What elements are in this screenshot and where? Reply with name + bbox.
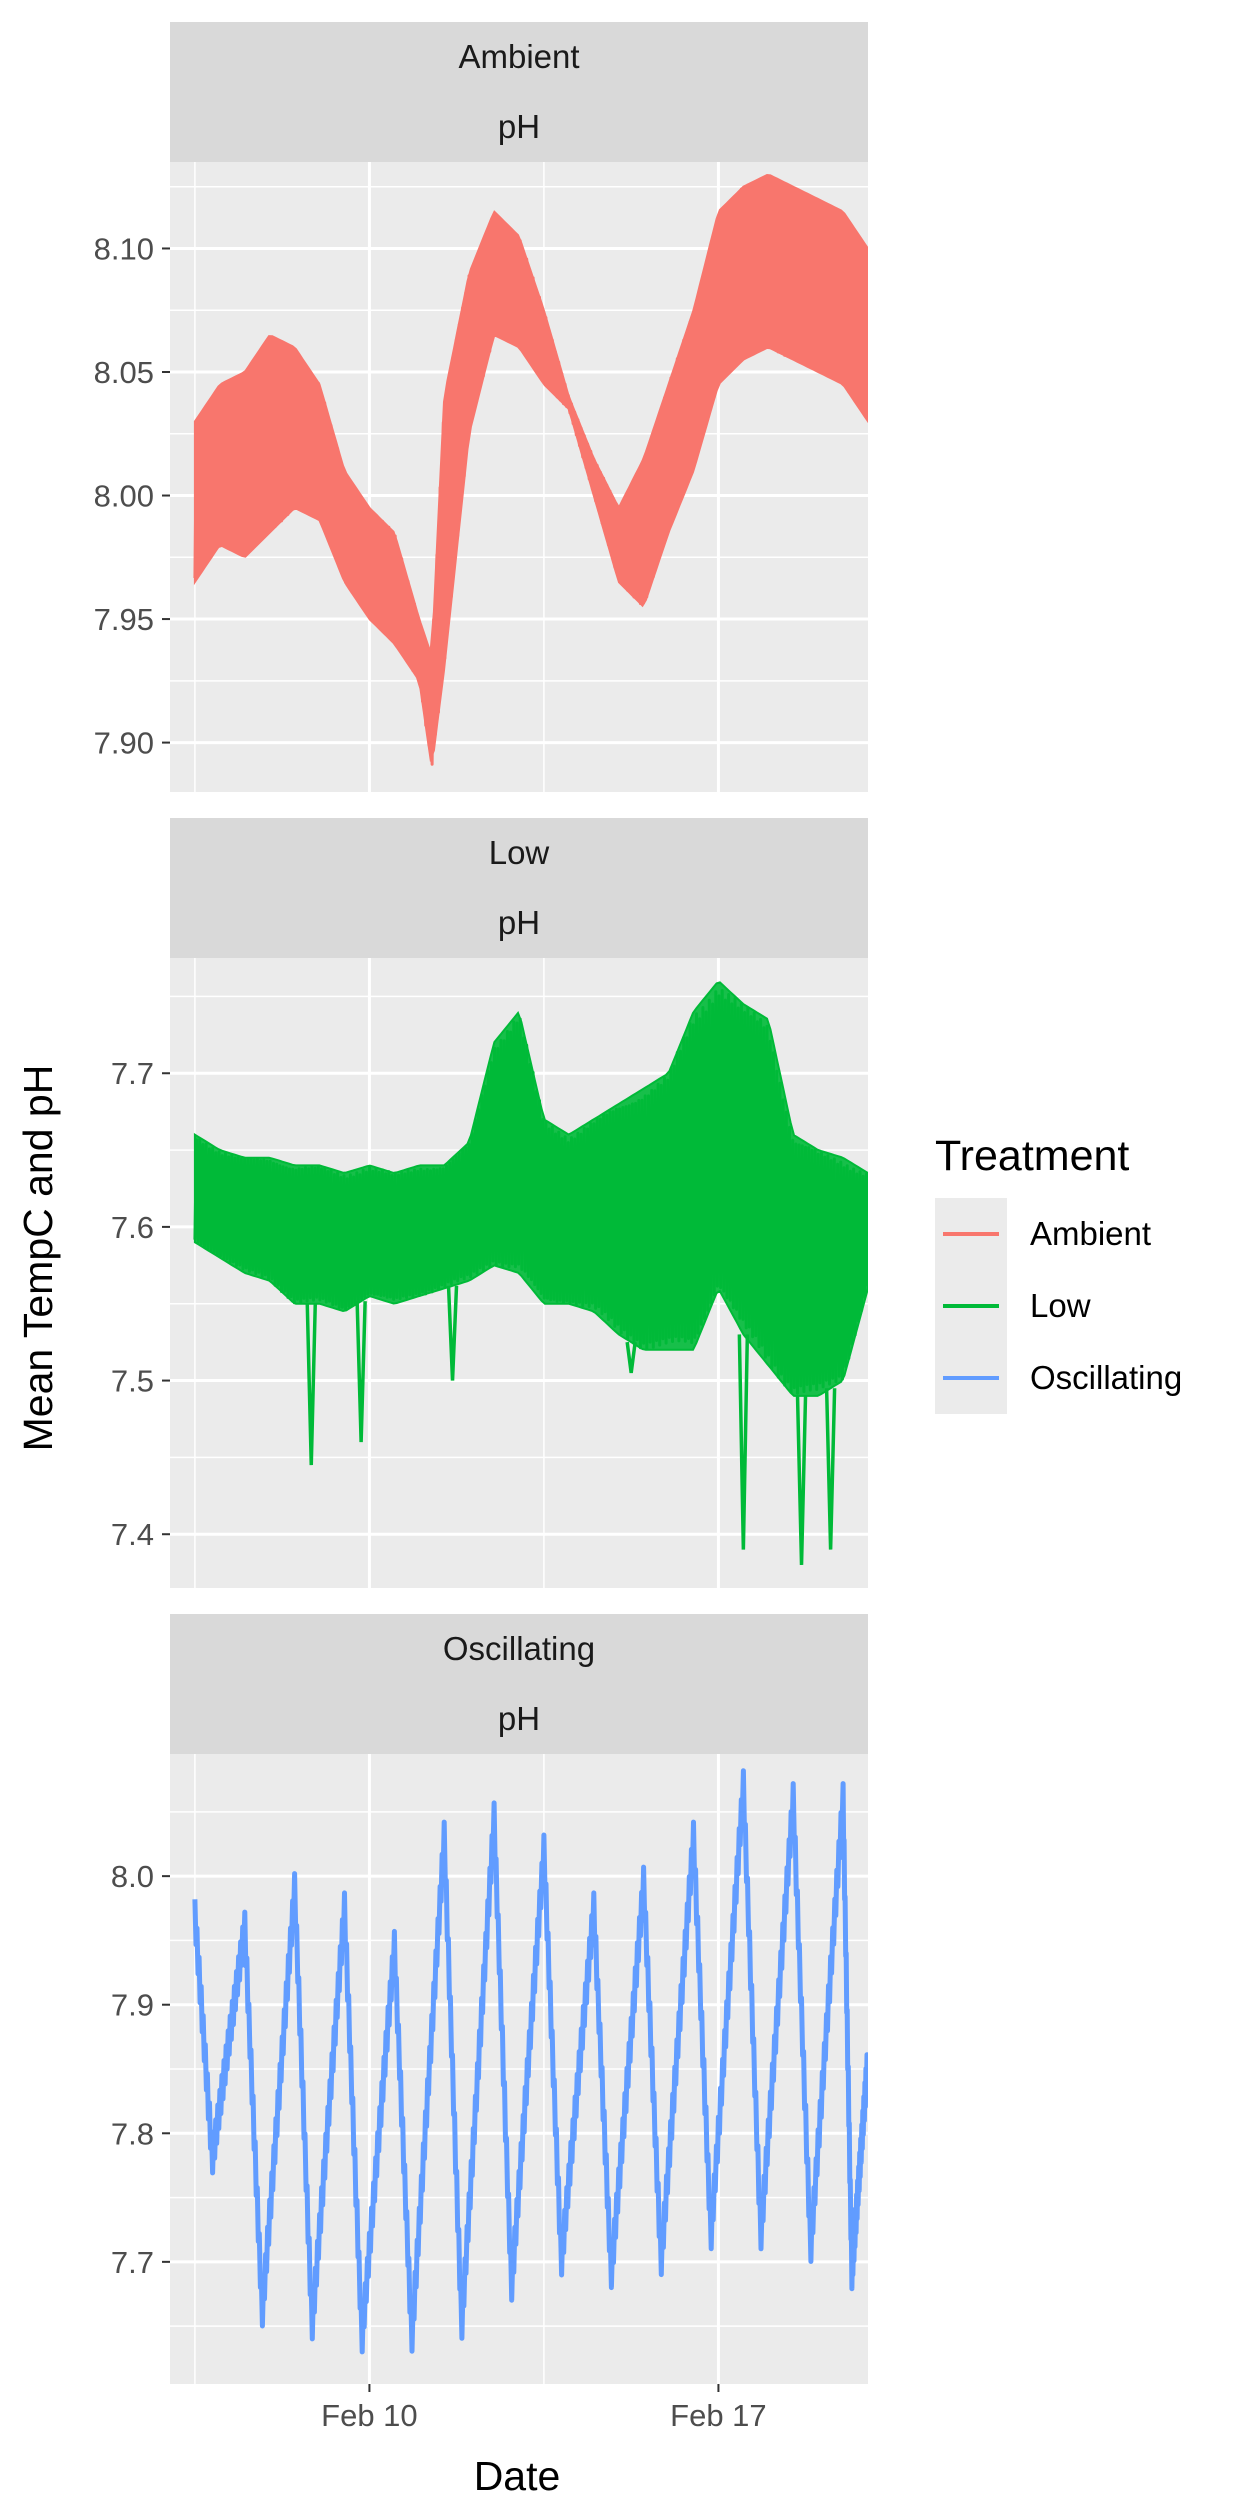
y-tick-label: 8.00	[94, 479, 154, 514]
legend: Treatment Ambient Low Oscillating	[935, 1132, 1182, 1414]
y-tick-label: 7.7	[111, 1056, 154, 1091]
y-tick-label: 7.4	[111, 1517, 154, 1552]
legend-label: Oscillating	[1030, 1359, 1182, 1396]
series-spike	[737, 1334, 750, 1550]
legend-title: Treatment	[935, 1132, 1129, 1180]
facet-panel-oscillating: Oscillating pH 7.7 7.8 7.9 8.0	[111, 1614, 868, 2384]
series-spike	[446, 1285, 459, 1381]
legend-entry-ambient: Ambient	[943, 1215, 1151, 1252]
series-spike	[305, 1303, 318, 1466]
strip-bottom-bg	[170, 92, 868, 162]
strip-label-variable: pH	[498, 108, 540, 145]
strip-label-treatment: Low	[489, 834, 550, 871]
y-tick-label: 7.8	[111, 2116, 154, 2151]
y-tick-label: 7.9	[111, 1988, 154, 2023]
series-band	[193, 981, 868, 1397]
strip-label-treatment: Oscillating	[443, 1630, 595, 1667]
strip-top-bg	[170, 1614, 868, 1684]
series-spike	[824, 1388, 837, 1550]
strip-bottom-bg	[170, 1684, 868, 1754]
series-low	[193, 981, 868, 1565]
x-axis-title: Date	[474, 2453, 561, 2499]
facet-panel-ambient: Ambient pH 7.90 7.95 8.00 8.05 8.10	[94, 22, 868, 792]
legend-label: Low	[1030, 1287, 1091, 1324]
y-tick-label: 7.95	[94, 602, 154, 637]
y-tick-label: 8.0	[111, 1859, 154, 1894]
legend-entry-oscillating: Oscillating	[943, 1359, 1182, 1396]
series-spike	[625, 1341, 637, 1374]
facet-panel-low: Low pH 7.4 7.5 7.6 7.7	[111, 818, 868, 1588]
y-tick-label: 8.05	[94, 355, 154, 390]
y-tick-label: 7.6	[111, 1210, 154, 1245]
strip-label-treatment: Ambient	[458, 38, 579, 75]
series-oscillating	[192, 1768, 868, 2355]
strip-top-bg	[170, 22, 868, 92]
x-tick-label: Feb 17	[670, 2398, 767, 2433]
series-spike	[795, 1395, 808, 1565]
series-spike	[355, 1301, 367, 1443]
series-ambient	[193, 173, 868, 766]
y-tick-label: 7.5	[111, 1364, 154, 1399]
strip-top-bg	[170, 818, 868, 888]
y-tick-label: 7.90	[94, 726, 154, 761]
legend-label: Ambient	[1030, 1215, 1151, 1252]
strip-bottom-bg	[170, 888, 868, 958]
y-tick-label: 8.10	[94, 231, 154, 266]
legend-entry-low: Low	[943, 1287, 1091, 1324]
series-band	[193, 173, 868, 763]
x-axis: Feb 10 Feb 17	[321, 2384, 767, 2433]
facet-panels: Ambient pH 7.90 7.95 8.00 8.05 8.10 Low pH 7.4 7.5…	[94, 22, 868, 2384]
y-axis-title: Mean TempC and pH	[15, 1065, 61, 1452]
x-tick-label: Feb 10	[321, 2398, 418, 2433]
strip-label-variable: pH	[498, 904, 540, 941]
strip-label-variable: pH	[498, 1700, 540, 1737]
y-tick-label: 7.7	[111, 2245, 154, 2280]
series-line	[192, 1768, 868, 2355]
legend-entries: Ambient Low Oscillating	[943, 1215, 1182, 1396]
